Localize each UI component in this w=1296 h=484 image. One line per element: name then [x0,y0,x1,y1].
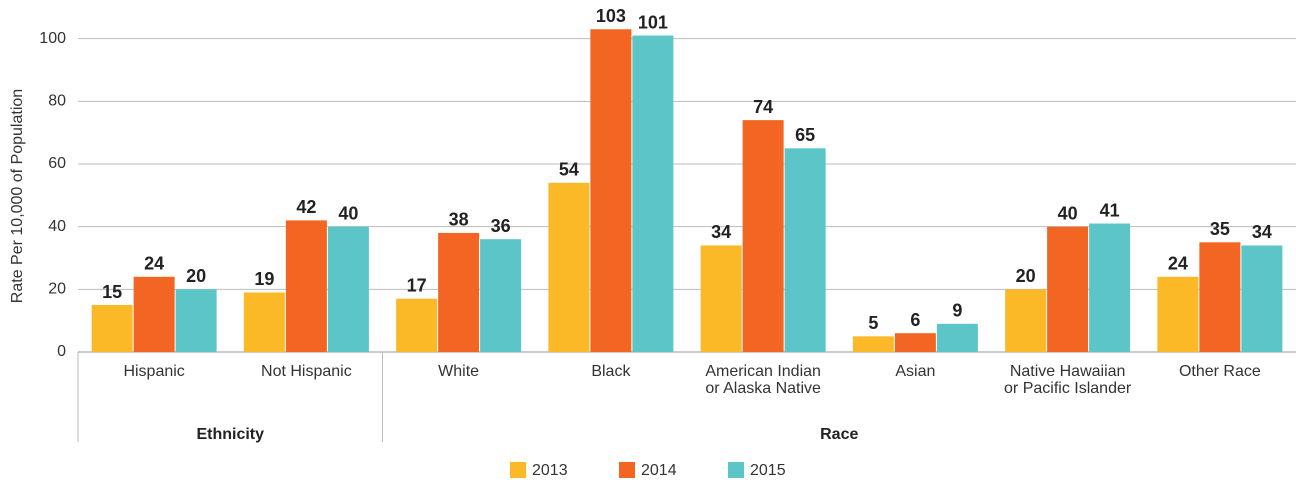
y-tick-label: 0 [57,343,66,360]
value-label: 24 [1168,254,1188,274]
bar [1199,242,1241,352]
value-label: 40 [1058,203,1078,223]
bar [700,245,742,352]
value-label: 6 [910,310,920,330]
bar [396,298,438,352]
bar [548,182,590,352]
bar [1241,245,1283,352]
bar [894,333,936,352]
y-tick-label: 60 [48,155,66,172]
bar [1047,226,1089,352]
y-tick-label: 80 [48,93,66,110]
bar [1089,223,1131,352]
value-label: 19 [254,269,274,289]
legend-label: 2014 [641,462,677,479]
bar [1157,276,1199,352]
y-axis-title: Rate Per 10,000 of Population [9,89,26,303]
value-label: 34 [1252,222,1272,242]
x-tick-label: Not Hispanic [261,363,352,380]
value-label: 34 [711,222,731,242]
value-label: 54 [559,160,579,180]
x-tick-label: Other Race [1179,363,1261,380]
bar [936,323,978,352]
legend-label: 2013 [532,462,568,479]
value-label: 41 [1100,200,1120,220]
value-label: 24 [144,254,164,274]
bar [327,226,369,352]
value-label: 9 [952,301,962,321]
legend-swatch [728,462,744,478]
bar [438,232,480,352]
bar [590,29,632,353]
value-label: 17 [407,275,427,295]
value-label: 101 [638,12,668,32]
value-label: 38 [449,210,469,230]
bar [91,305,133,352]
y-tick-label: 20 [48,281,66,298]
value-label: 20 [186,266,206,286]
x-tick-label: Hispanic [123,363,184,380]
value-label: 42 [296,197,316,217]
value-label: 74 [753,97,773,117]
value-label: 20 [1016,266,1036,286]
x-tick-label: American Indian or Alaska Native [705,363,821,397]
bar [632,35,674,353]
value-label: 36 [491,216,511,236]
value-label: 5 [868,313,878,333]
x-tick-label: White [438,363,479,380]
value-label: 103 [596,6,626,26]
group-label: Ethnicity [196,426,264,443]
bar [784,148,826,352]
bar [480,239,522,352]
legend-swatch [510,462,526,478]
bar [852,336,894,352]
value-label: 40 [338,203,358,223]
value-label: 15 [102,282,122,302]
bar [175,289,217,352]
bar [285,220,327,352]
legend-swatch [619,462,635,478]
value-label: 35 [1210,219,1230,239]
y-tick-label: 40 [48,218,66,235]
group-label: Race [820,426,858,443]
x-tick-label: Asian [895,363,935,380]
bar [243,292,285,352]
x-tick-label: Black [591,363,631,380]
y-tick-label: 100 [39,30,66,47]
value-label: 65 [795,125,815,145]
bar [1005,289,1047,352]
legend-label: 2015 [750,462,786,479]
x-tick-label: Native Hawaiian or Pacific Islander [1004,363,1132,397]
bar [742,120,784,352]
bar [133,276,175,352]
